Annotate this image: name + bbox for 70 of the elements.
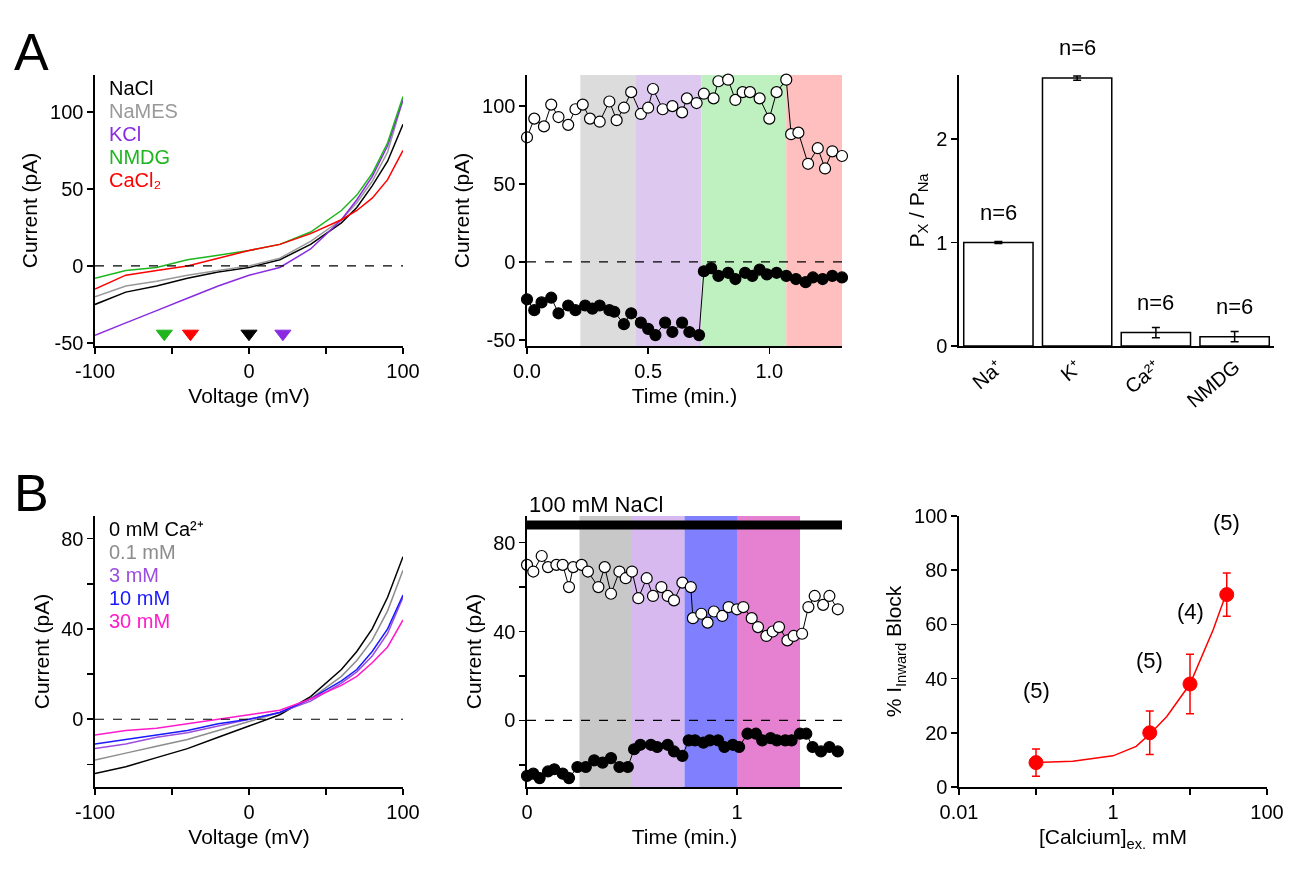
x-axis-title: [Calcium]$_{ex.}$ mM (1039, 825, 1187, 852)
y-tick-label: 50 (493, 173, 516, 196)
y-tick-label: 50 (61, 177, 84, 200)
annotation: (4) (1177, 599, 1204, 624)
text: NMDG (109, 146, 171, 168)
y-tick-label: -50 (486, 328, 516, 351)
y-axis-title: Current (pA) (461, 593, 485, 710)
text: A (14, 23, 49, 81)
annotation: n=6 (1137, 290, 1175, 315)
y-tick-label: 40 (61, 617, 84, 640)
text: NaCl (109, 77, 154, 99)
y-axis-title: Current (pA) (18, 152, 42, 269)
y-tick-label: 100 (482, 95, 516, 118)
x-tick-label: Na⁺ (968, 355, 1008, 394)
y-axis-title: Current (pA) (29, 593, 53, 710)
y-tick-label: 0 (936, 335, 948, 357)
y-tick-label: 80 (925, 559, 948, 582)
text: KCl (109, 123, 142, 145)
x-tick-label: 0 (521, 800, 533, 823)
annotation: n=6 (980, 200, 1018, 225)
y-axis-title: Current (pA) (450, 152, 474, 269)
x-tick-label: 1.0 (755, 359, 784, 382)
text: 0.1 mM (109, 541, 176, 563)
y-tick-label: 1 (936, 231, 948, 254)
x-tick-label: 1 (1107, 800, 1119, 823)
text: CaCl₂ (109, 169, 162, 191)
y-tick-label: 2 (936, 128, 948, 151)
y-tick-label: 40 (493, 620, 516, 643)
annotation: n=6 (1059, 35, 1097, 60)
annotation: (5) (1136, 648, 1163, 673)
annotation: (5) (1213, 510, 1240, 535)
x-tick-label: Ca²⁺ (1120, 355, 1165, 398)
y-tick-label: 0 (936, 776, 948, 798)
x-tick-label: -100 (74, 800, 116, 823)
x-axis-title: Time (min.) (631, 825, 738, 849)
x-tick-label: 100 (1250, 800, 1284, 823)
y-tick-label: 80 (61, 527, 84, 550)
x-tick-label: 0.01 (939, 800, 979, 823)
x-tick-label: 0 (243, 800, 255, 823)
x-tick-label: 1 (731, 800, 743, 823)
text: B (14, 464, 49, 522)
y-tick-label: 80 (493, 531, 516, 554)
text: 3 mM (109, 564, 159, 586)
y-tick-label: 0 (72, 708, 84, 731)
y-tick-label: -50 (54, 331, 84, 354)
x-tick-label: 0.0 (513, 359, 541, 382)
text: NaMES (109, 100, 178, 122)
y-tick-label: 60 (925, 613, 948, 636)
y-tick-label: 0 (72, 254, 84, 277)
y-tick-label: 0 (504, 250, 516, 273)
x-tick-label: K⁺ (1056, 355, 1087, 386)
x-axis-title: Voltage (mV) (188, 825, 310, 849)
text: 30 mM (109, 610, 171, 632)
y-tick-label: 100 (50, 100, 84, 123)
ref-line-label: 100 mM NaCl (529, 492, 664, 517)
x-tick-label: 0.5 (634, 359, 663, 382)
annotation: (5) (1023, 678, 1050, 703)
x-axis-title: Voltage (mV) (188, 384, 310, 408)
x-tick-label: 100 (386, 800, 420, 823)
y-tick-label: 40 (925, 667, 948, 690)
text: 0 mM Ca²⁺ (109, 518, 204, 540)
y-tick-label: 100 (914, 505, 948, 527)
y-tick-label: 20 (925, 721, 948, 744)
x-tick-label: -100 (74, 359, 116, 382)
annotation: n=6 (1216, 294, 1254, 319)
x-tick-label: 0 (243, 359, 255, 382)
x-axis-title: Time (min.) (631, 384, 738, 408)
x-tick-label: 100 (386, 359, 420, 382)
text: 10 mM (109, 587, 171, 609)
y-tick-label: 0 (504, 709, 516, 732)
